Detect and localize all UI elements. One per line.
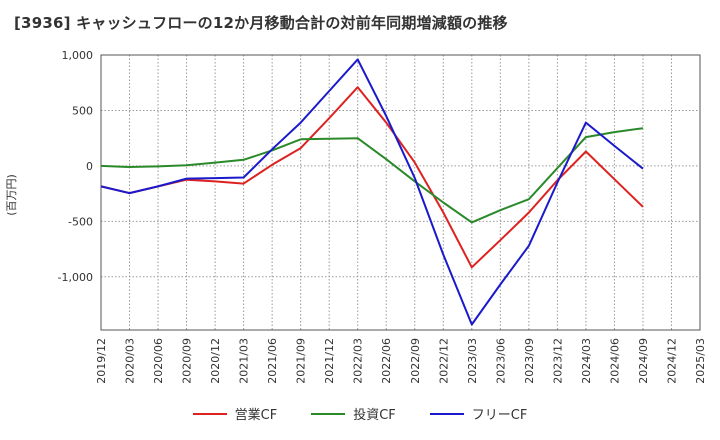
x-tick-label: 2021/03 — [238, 338, 251, 384]
x-tick-label: 2022/06 — [380, 338, 393, 384]
x-tick-label: 2020/09 — [181, 338, 194, 384]
legend-item-investing-cf: 投資CF — [311, 404, 396, 423]
x-tick-label: 2023/06 — [494, 338, 507, 384]
x-tick-label: 2022/03 — [352, 338, 365, 384]
x-tick-label: 2021/12 — [323, 338, 336, 384]
x-tick-label: 2019/12 — [95, 338, 108, 384]
legend-swatch-free-cf — [429, 412, 464, 415]
legend-swatch-investing-cf — [311, 412, 346, 415]
y-tick-label: -500 — [68, 215, 93, 228]
y-tick-label: 500 — [72, 104, 93, 117]
y-tick-label: 1,000 — [62, 49, 94, 62]
grid — [100, 54, 701, 330]
legend-item-operating-cf: 営業CF — [192, 404, 278, 423]
x-tick-label: 2022/12 — [437, 338, 450, 384]
plot-frame — [100, 54, 701, 331]
y-tick-label: 0 — [86, 160, 93, 173]
y-tick-label: -1,000 — [58, 271, 93, 284]
series-lines — [100, 58, 644, 326]
x-tick-label: 2024/06 — [608, 338, 621, 384]
x-tick-label: 2021/06 — [266, 338, 279, 384]
series-line-0 — [100, 86, 644, 269]
legend-swatch-operating-cf — [192, 412, 227, 415]
x-tick-label: 2023/12 — [551, 338, 564, 384]
legend-label-investing-cf: 投資CF — [353, 408, 396, 423]
x-tick-label: 2025/03 — [694, 338, 707, 384]
x-tick-label: 2023/03 — [466, 338, 479, 384]
tick-labels: 1,000 500 0 -500 -1,000 2019/12 2020/03 2020/06… — [58, 49, 707, 384]
x-tick-label: 2022/09 — [409, 338, 422, 384]
legend: 営業CF 投資CF フリーCF — [0, 404, 720, 423]
legend-label-operating-cf: 営業CF — [234, 408, 278, 423]
legend-item-free-cf: フリーCF — [429, 404, 528, 423]
series-line-1 — [100, 127, 644, 224]
x-tick-label: 2020/03 — [124, 338, 137, 384]
x-tick-label: 2024/12 — [665, 338, 678, 384]
x-tick-label: 2020/12 — [209, 338, 222, 384]
x-tick-label: 2021/09 — [295, 338, 308, 384]
chart-title: [3936] キャッシュフローの12か月移動合計の対前年同期増減額の推移 — [14, 14, 508, 32]
y-axis-label: (百万円) — [5, 174, 18, 216]
x-tick-label: 2024/09 — [637, 338, 650, 384]
series-line-2 — [100, 58, 644, 326]
legend-label-free-cf: フリーCF — [471, 408, 528, 423]
x-tick-label: 2024/03 — [580, 338, 593, 384]
x-tick-label: 2020/06 — [152, 338, 165, 384]
axes — [100, 54, 701, 331]
x-tick-label: 2023/09 — [523, 338, 536, 384]
